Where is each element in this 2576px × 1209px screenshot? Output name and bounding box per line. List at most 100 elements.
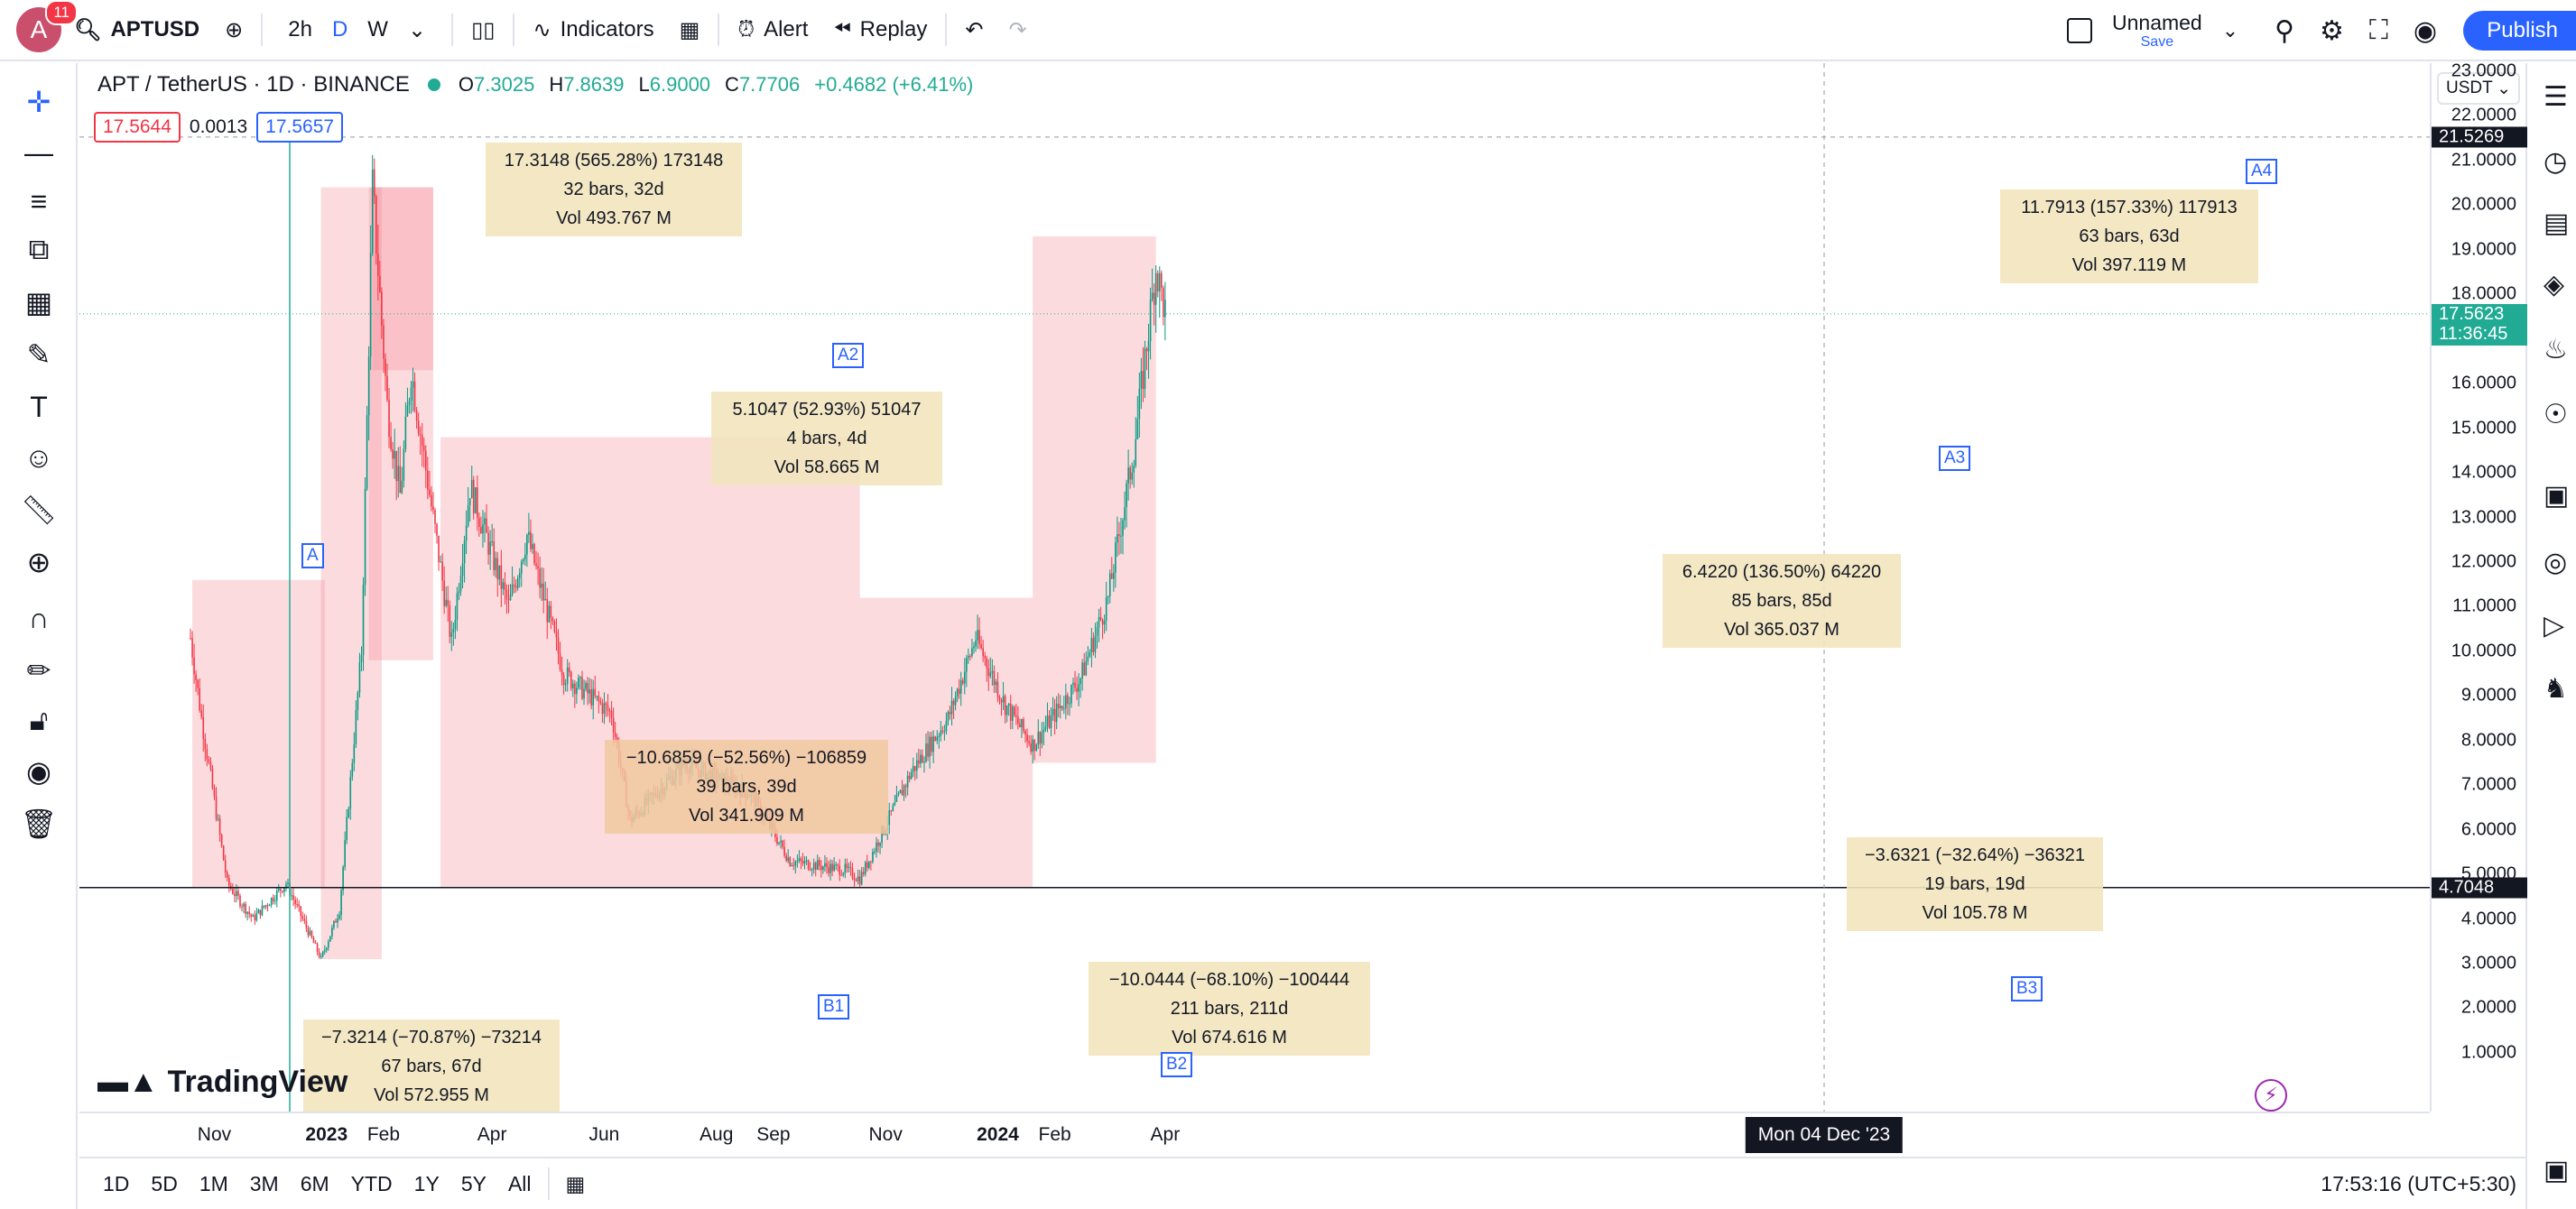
point-label-a[interactable]: A bbox=[301, 543, 324, 568]
user-avatar[interactable]: A 11 bbox=[16, 0, 78, 52]
measure-change: 6.4220 (136.50%) 64220 bbox=[1682, 562, 1882, 582]
candle-body bbox=[502, 582, 505, 589]
candle-body bbox=[546, 598, 549, 623]
candle-body bbox=[504, 582, 506, 590]
measure-box[interactable]: 6.4220 (136.50%) 64220 85 bars, 85d Vol … bbox=[1663, 554, 1901, 648]
chart-type-button[interactable]: ▯▯ bbox=[459, 0, 507, 60]
bid-button[interactable]: 17.5644 bbox=[94, 112, 181, 143]
candle-body bbox=[904, 785, 907, 788]
range-1d-button[interactable]: 1D bbox=[103, 1171, 130, 1195]
candle-body bbox=[835, 864, 837, 866]
flame-icon[interactable]: ♨ bbox=[2544, 335, 2568, 365]
range-all-button[interactable]: All bbox=[507, 1171, 532, 1195]
range-3m-button[interactable]: 3M bbox=[249, 1171, 279, 1195]
measure-box[interactable]: −10.6859 (−52.56%) −106859 39 bars, 39d … bbox=[605, 740, 888, 834]
measure-range-rect bbox=[999, 597, 1033, 888]
range-1m-button[interactable]: 1M bbox=[199, 1171, 228, 1195]
range-5d-button[interactable]: 5D bbox=[151, 1171, 178, 1195]
candle-body bbox=[860, 872, 863, 885]
compare-button[interactable]: ⊕ bbox=[212, 0, 255, 60]
point-label-b1[interactable]: B1 bbox=[818, 994, 850, 1020]
measure-box[interactable]: −7.3214 (−70.87%) −73214 67 bars, 67d Vo… bbox=[303, 1020, 560, 1113]
tradingview-watermark[interactable]: ▬▲ TradingView bbox=[97, 1065, 347, 1100]
ruler-icon[interactable]: 📏︎ bbox=[20, 494, 58, 526]
measure-box[interactable]: 17.3148 (565.28%) 173148 32 bars, 32d Vo… bbox=[486, 143, 742, 236]
currency-select[interactable]: USDT ⌄ bbox=[2437, 72, 2520, 105]
lock-icon[interactable]: 🔓︎ bbox=[29, 704, 49, 736]
bell-icon[interactable]: ♞ bbox=[2544, 674, 2568, 704]
ideas-icon[interactable]: ☉ bbox=[2544, 400, 2568, 429]
lock-draw-icon[interactable]: ✏︎ bbox=[26, 654, 51, 687]
indicators-button[interactable]: ∿ Indicators bbox=[520, 0, 666, 60]
candle-body bbox=[197, 679, 199, 688]
chat-icon[interactable]: ▣ bbox=[2544, 481, 2570, 511]
play-icon[interactable]: ▷ bbox=[2544, 611, 2565, 641]
pattern-icon[interactable]: ⧉ bbox=[28, 233, 50, 265]
stream-icon[interactable]: ◎ bbox=[2544, 548, 2568, 577]
goto-date-icon[interactable]: ▦ bbox=[565, 1171, 586, 1195]
measure-box[interactable]: 5.1047 (52.93%) 51047 4 bars, 4d Vol 58.… bbox=[711, 392, 942, 485]
candle-body bbox=[805, 860, 808, 862]
time-scale[interactable]: Nov 2023 Feb Apr Jun Aug Sep Nov 2024 Feb Apr Mon 0… bbox=[79, 1112, 2430, 1155]
range-ytd-button[interactable]: YTD bbox=[350, 1171, 393, 1195]
interval-d-button[interactable]: D bbox=[331, 17, 348, 42]
candle-body bbox=[454, 619, 457, 630]
time-tick-label: Nov bbox=[197, 1124, 232, 1145]
redo-button[interactable]: ↷ bbox=[996, 0, 1039, 60]
symbol-search-button[interactable]: 🔍︎ APTUSD bbox=[61, 0, 212, 60]
chevron-down-icon[interactable]: ⌄ bbox=[407, 17, 427, 42]
trash-icon[interactable]: 🗑︎ bbox=[20, 808, 58, 840]
trend-line-icon[interactable]: — bbox=[24, 135, 53, 169]
point-label-b2[interactable]: B2 bbox=[1161, 1052, 1193, 1077]
ask-button[interactable]: 17.5657 bbox=[256, 112, 344, 143]
projection-icon[interactable]: ▦ bbox=[24, 286, 53, 318]
fullscreen-icon[interactable]: ⛶ bbox=[2368, 15, 2388, 45]
replay-button[interactable]: ⏪︎ Replay bbox=[820, 0, 940, 60]
quick-search-icon[interactable]: ⚲ bbox=[2275, 15, 2294, 46]
range-6m-button[interactable]: 6M bbox=[300, 1171, 329, 1195]
hline-price-tag: 4.7048 bbox=[2432, 877, 2527, 899]
emoji-icon[interactable]: ☺ bbox=[23, 440, 54, 474]
point-label-a4[interactable]: A4 bbox=[2246, 159, 2278, 184]
settings-icon[interactable]: ⚙︎ bbox=[2319, 15, 2344, 46]
magnet-icon[interactable]: ∩ bbox=[28, 601, 50, 634]
undo-button[interactable]: ↶ bbox=[952, 0, 996, 60]
watchlist-icon[interactable]: ☰ bbox=[2544, 82, 2568, 112]
news-icon[interactable]: ▤ bbox=[2544, 208, 2570, 238]
alerts-clock-icon[interactable]: ◷ bbox=[2544, 147, 2568, 177]
indicators-label: Indicators bbox=[560, 17, 654, 42]
point-label-a2[interactable]: A2 bbox=[832, 343, 865, 368]
price-scale[interactable]: USDT ⌄ 23.0000 22.0000 21.0000 20.0000 19.00… bbox=[2430, 61, 2527, 1112]
candle-body bbox=[208, 759, 210, 762]
measure-box[interactable]: −10.0444 (−68.10%) −100444 211 bars, 211… bbox=[1089, 962, 1370, 1056]
measure-box[interactable]: 11.7913 (157.33%) 117913 63 bars, 63d Vo… bbox=[2000, 189, 2258, 283]
point-label-a3[interactable]: A3 bbox=[1939, 446, 1971, 471]
templates-button[interactable]: ▦ bbox=[667, 0, 713, 60]
zoom-icon[interactable]: ⊕ bbox=[26, 546, 51, 578]
clock[interactable]: 17:53:16 (UTC+5:30) bbox=[2321, 1171, 2516, 1195]
candle-body bbox=[489, 541, 491, 555]
layout-menu[interactable]: Unnamed Save ⌄ bbox=[2067, 0, 2238, 61]
interval-2h-button[interactable]: 2h bbox=[288, 17, 312, 42]
text-icon[interactable]: T bbox=[30, 390, 48, 423]
lightning-icon[interactable]: ⚡︎ bbox=[2255, 1079, 2287, 1112]
crosshair-icon[interactable]: ✛ bbox=[26, 86, 51, 118]
publish-button[interactable]: Publish bbox=[2463, 11, 2576, 51]
fib-icon[interactable]: ≡ bbox=[30, 184, 48, 217]
candle-body bbox=[1053, 708, 1056, 723]
candle-body bbox=[1149, 299, 1152, 342]
alert-button[interactable]: ⏰︎ Alert bbox=[725, 0, 820, 60]
symbol-title[interactable]: APT / TetherUS · 1D · BINANCE bbox=[97, 72, 410, 97]
range-1y-button[interactable]: 1Y bbox=[413, 1171, 440, 1195]
layers-icon[interactable]: ◈ bbox=[2544, 270, 2565, 300]
point-label-b3[interactable]: B3 bbox=[2011, 976, 2043, 1001]
candle-body bbox=[369, 253, 372, 357]
brush-icon[interactable]: ✎ bbox=[26, 338, 51, 371]
camera-icon[interactable]: ◉ bbox=[2413, 15, 2438, 46]
interval-w-button[interactable]: W bbox=[367, 17, 388, 42]
candle-body bbox=[963, 671, 966, 684]
range-5y-button[interactable]: 5Y bbox=[460, 1171, 486, 1195]
panel-icon[interactable]: ▣ bbox=[2544, 1156, 2570, 1186]
eye-icon[interactable]: ◉ bbox=[26, 755, 51, 788]
measure-box[interactable]: −3.6321 (−32.64%) −36321 19 bars, 19d Vo… bbox=[1847, 837, 2103, 931]
